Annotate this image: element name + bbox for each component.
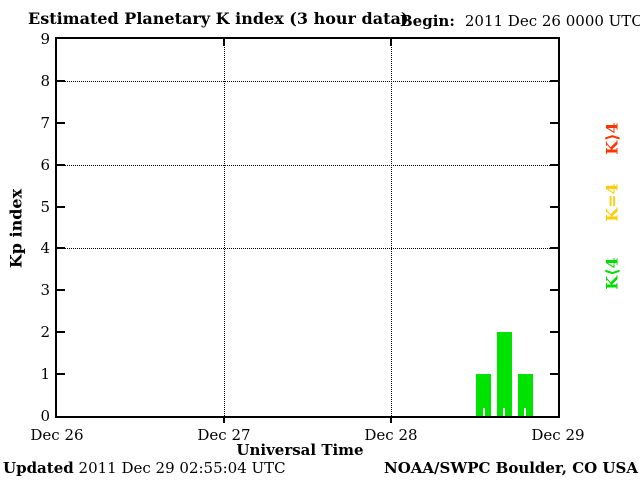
y-gridline: [57, 248, 558, 250]
x-gridline: [223, 39, 225, 416]
y-tick-label: 4: [40, 239, 50, 258]
y-axis-tick: [57, 247, 65, 250]
kp-bar: [476, 374, 492, 416]
x-axis-title: Universal Time: [236, 441, 364, 459]
y-axis-tick: [550, 205, 558, 208]
y-axis-tick: [57, 289, 65, 292]
y-axis-tick: [57, 373, 65, 376]
x-axis-top-tick: [222, 39, 225, 46]
x-axis-bottom-tick: [390, 418, 393, 423]
bar-base-tick: [482, 408, 485, 416]
y-gridline: [57, 80, 558, 82]
y-axis-tick: [57, 331, 65, 334]
kp-bar: [496, 332, 512, 416]
y-axis-tick: [57, 205, 65, 208]
y-tick-label: 0: [40, 407, 50, 425]
y-tick-label: 5: [40, 197, 50, 216]
y-axis-tick: [550, 247, 558, 250]
y-axis-tick: [57, 163, 65, 166]
y-tick-label: 6: [40, 155, 50, 174]
updated-value: 2011 Dec 29 02:55:04 UTC: [78, 459, 286, 477]
y-gridline: [57, 164, 558, 166]
y-tick-label: 2: [40, 323, 50, 342]
y-axis-tick: [57, 121, 65, 124]
legend-label: K⟩4: [602, 122, 622, 155]
x-axis-bottom-tick: [222, 418, 225, 423]
legend-label: K=4: [602, 183, 622, 222]
y-tick-label: 7: [40, 113, 50, 132]
x-tick-label: Dec 27: [197, 426, 251, 444]
x-axis-top-tick: [390, 39, 393, 46]
chart-title: Estimated Planetary K index (3 hour data…: [28, 9, 409, 28]
y-axis-tick: [550, 331, 558, 334]
plot-area: [55, 37, 560, 423]
updated-label: Updated: [3, 459, 74, 477]
begin-value: 2011 Dec 26 0000 UTC: [464, 12, 640, 30]
bar-base-tick: [503, 408, 506, 416]
y-tick-label: 9: [40, 30, 50, 48]
y-tick-label: 1: [40, 365, 50, 384]
x-tick-label: Dec 29: [531, 426, 585, 444]
y-axis-tick: [550, 79, 558, 82]
begin-label: Begin:: [400, 12, 455, 30]
begin-timestamp: Begin: 2011 Dec 26 0000 UTC: [400, 12, 640, 30]
y-tick-label: 8: [40, 71, 50, 90]
y-axis-tick: [550, 373, 558, 376]
x-tick-label: Dec 28: [364, 426, 418, 444]
y-axis-tick: [550, 163, 558, 166]
x-gridline: [391, 39, 393, 416]
legend-label: K⟨4: [602, 257, 622, 290]
y-axis-title: Kp index: [6, 188, 26, 269]
y-tick-label: 3: [40, 281, 50, 300]
kp-bar: [517, 374, 533, 416]
y-axis-tick: [57, 79, 65, 82]
updated-timestamp: Updated 2011 Dec 29 02:55:04 UTC: [3, 459, 286, 477]
source-attribution: NOAA/SWPC Boulder, CO USA: [383, 459, 638, 477]
y-axis-tick: [550, 289, 558, 292]
y-axis-tick: [550, 121, 558, 124]
bar-base-tick: [524, 408, 527, 416]
x-tick-label: Dec 26: [30, 426, 84, 444]
